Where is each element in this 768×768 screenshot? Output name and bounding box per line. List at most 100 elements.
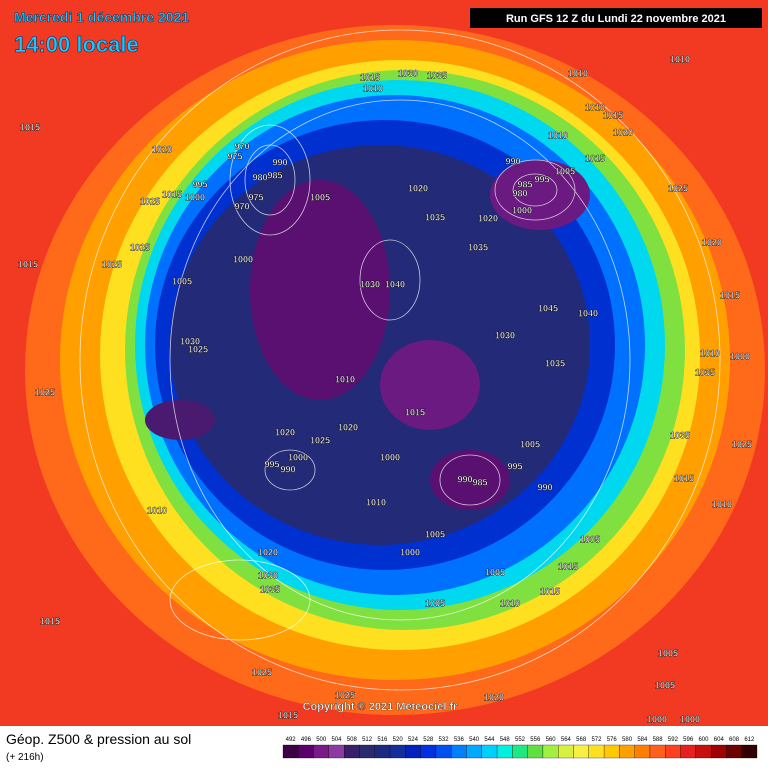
scale-swatch [558,744,574,759]
isobar-label: 1000 [233,254,253,264]
date: Mercredi 1 décembre 2021 [14,9,189,25]
isobar-label: 1010 [147,505,167,515]
isobar-label: 1005 [485,567,505,577]
scale-swatch [451,744,467,759]
isobar-label: 1010 [585,102,605,112]
scale-swatch [481,744,498,759]
isobar-label: 1025 [668,183,688,193]
isobar-label: 1020 [613,127,633,137]
isobar-label: 1030 [495,330,515,340]
isobar-label: 1020 [408,183,428,193]
scale-label: 536 [454,737,465,743]
isobar-label: 1020 [478,213,498,223]
isobar-label: 1025 [130,242,150,252]
isobar-label: 1000 [730,351,750,361]
low-purple [490,160,590,230]
run-box [470,8,762,28]
isobar-label: 1005 [655,680,675,690]
time: 14:00 locale [14,32,139,57]
isobar-label: 1005 [310,192,330,202]
isobar-label: 990 [272,157,287,167]
scale-swatch [466,744,482,759]
isobar-label: 1030 [180,336,200,346]
isobar-label: 995 [534,174,549,184]
isobar-label: 1015 [674,473,694,483]
isobar-label: 1015 [603,110,623,120]
scale-label: 580 [622,737,633,743]
scale-label: 516 [377,737,388,743]
scale-label: 548 [500,737,511,743]
scale-swatch [328,744,345,759]
scale-swatch [344,744,360,759]
isobar-label: 1005 [172,276,192,286]
scale-label: 532 [439,737,450,743]
isobar-label: 1020 [484,692,504,702]
scale-label: 528 [423,737,434,743]
isobar-label: 1005 [425,529,445,539]
isobar-label: 1030 [258,570,278,580]
isobar-label: 980 [252,172,267,182]
isobar-label: 1035 [260,584,280,594]
isobar-label: 1015 [720,290,740,300]
scale-swatch [665,744,681,759]
scale-label: 572 [591,737,602,743]
scale-swatch [573,744,589,759]
scale-label: 556 [530,737,541,743]
scale-label: 608 [729,737,740,743]
footer-subtitle: (+ 216h) [6,752,44,763]
isobar-label: 995 [507,461,522,471]
isobar-label: 985 [267,170,282,180]
isobar-label: 1005 [555,166,575,176]
scale-swatch [619,744,635,759]
scale-swatch [588,744,605,759]
isobar-label: 985 [472,477,487,487]
isobar-label: 1030 [398,68,418,78]
isobar-label: 1015 [540,586,560,596]
isobar-label: 1035 [468,242,488,252]
scale-swatch [435,744,452,759]
isobar-label: 1015 [18,259,38,269]
isobar-label: 1035 [545,358,565,368]
scale-label: 512 [362,737,373,743]
isobar-label: 1010 [712,499,732,509]
scale-label: 604 [714,737,725,743]
scale-swatch [313,744,330,759]
isobar-label: 970 [234,201,249,211]
isobar-label: 1025 [335,690,355,700]
scale-swatch [359,744,375,759]
isobar-label: 1035 [670,430,690,440]
isobar-label: 1025 [102,259,122,269]
scale-label: 544 [484,737,495,743]
isobar-label: 1000 [647,714,667,724]
scale-label: 520 [393,737,404,743]
scale-swatch [695,744,712,759]
isobar-label: 1025 [188,344,208,354]
isobar-label: 1010 [548,130,568,140]
scale-label: 612 [744,737,755,743]
isobar-label: 1015 [585,153,605,163]
isobar-label: 1000 [680,714,700,724]
scale-swatch [512,744,528,759]
isobar-label: 1015 [40,616,60,626]
isobar-label: 1010 [335,374,355,384]
isobar-label: 1025 [35,387,55,397]
isobar-label: 1000 [400,547,420,557]
isobar-label: 1025 [140,196,160,206]
scale-label: 524 [408,737,419,743]
isobar-label: 990 [457,474,472,484]
scale-swatch [405,744,421,759]
isobar-label: 1015 [558,561,578,571]
isobar-label: 1000 [380,452,400,462]
isobar-label: 1020 [275,427,295,437]
low-purple [145,400,215,440]
isobar-label: 1005 [658,648,678,658]
isobar-label: 1035 [427,70,447,80]
isobar-label: 975 [227,151,242,161]
scale-label: 560 [546,737,557,743]
scale-label: 500 [316,737,327,743]
scale-label: 592 [668,737,679,743]
scale-swatch [527,744,544,759]
isobars [79,29,721,691]
isobar-label: 1040 [578,308,598,318]
